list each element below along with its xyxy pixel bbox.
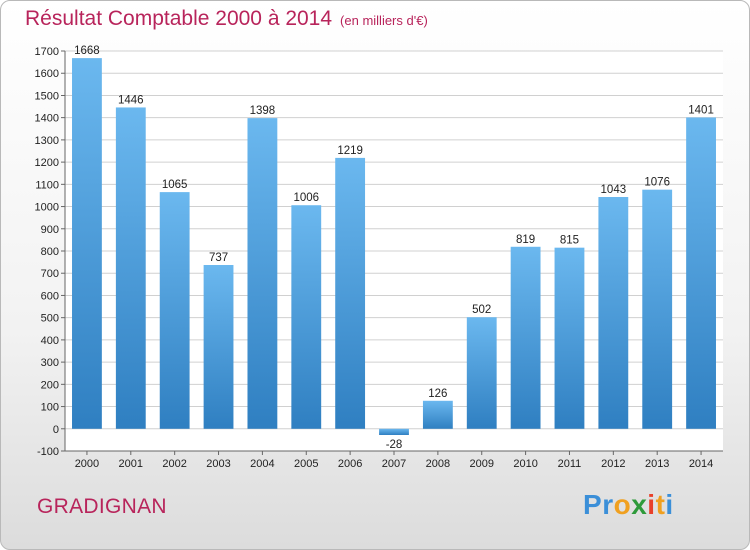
chart-title: Résultat Comptable 2000 à 2014 (en millie…	[25, 7, 428, 31]
data-label-2006: 1219	[337, 145, 363, 157]
data-label-2005: 1006	[293, 192, 319, 204]
y-tick-label: 400	[41, 335, 59, 347]
data-label-2014: 1401	[688, 104, 714, 116]
x-tick-label-2001: 2001	[119, 458, 143, 470]
data-label-2012: 1043	[601, 184, 627, 196]
data-label-2009: 502	[472, 304, 491, 316]
y-tick-label: 0	[53, 424, 59, 436]
proxiti-logo: Proxiti	[583, 489, 674, 521]
bar-2004	[247, 118, 278, 429]
bar-2011	[554, 247, 585, 429]
y-tick-label: -100	[37, 446, 59, 458]
bar-2010	[510, 246, 541, 429]
x-tick-label-2011: 2011	[558, 458, 582, 470]
y-tick-label: 200	[41, 379, 59, 391]
bar-2002	[159, 192, 190, 429]
logo-letter: r	[602, 489, 614, 520]
data-label-2011: 815	[560, 235, 579, 247]
data-label-2002: 1065	[162, 179, 188, 191]
data-label-2003: 737	[209, 252, 228, 264]
logo-letter: x	[631, 489, 648, 520]
data-label-2004: 1398	[250, 105, 276, 117]
x-tick-label-2003: 2003	[206, 458, 230, 470]
logo-letter: t	[655, 489, 666, 520]
data-label-2001: 1446	[118, 94, 144, 106]
y-tick-label: 600	[41, 290, 59, 302]
x-tick-label-2007: 2007	[382, 458, 406, 470]
x-tick-label-2005: 2005	[294, 458, 318, 470]
x-tick-label-2000: 2000	[75, 458, 99, 470]
bar-2001	[115, 107, 146, 429]
x-tick-label-2013: 2013	[645, 458, 669, 470]
y-tick-label: 800	[41, 246, 59, 258]
data-label-2000: 1668	[74, 45, 100, 57]
y-tick-label: 1700	[35, 46, 59, 58]
y-tick-label: 500	[41, 313, 59, 325]
bar-2014	[686, 117, 716, 429]
x-tick-label-2008: 2008	[426, 458, 450, 470]
data-label-2007: -28	[386, 439, 403, 451]
y-tick-label: 300	[41, 357, 59, 369]
x-tick-label-2002: 2002	[162, 458, 186, 470]
data-label-2008: 126	[428, 388, 447, 400]
chart-subtitle: (en milliers d'€)	[340, 13, 428, 28]
y-tick-label: 1300	[35, 135, 59, 147]
y-tick-label: 1500	[35, 90, 59, 102]
y-tick-label: 900	[41, 224, 59, 236]
x-tick-label-2004: 2004	[250, 458, 274, 470]
y-tick-label: 1400	[35, 113, 59, 125]
chart-title-text: Résultat Comptable 2000 à 2014	[25, 7, 333, 30]
town-name: GRADIGNAN	[37, 495, 167, 518]
bar-2009	[466, 317, 497, 429]
bar-2006	[335, 157, 366, 429]
bar-2000	[72, 58, 102, 429]
bar-2005	[291, 205, 322, 429]
x-tick-label-2006: 2006	[338, 458, 362, 470]
logo-letter: i	[647, 489, 656, 520]
bar-2008	[422, 400, 453, 429]
x-tick-label-2012: 2012	[601, 458, 625, 470]
logo-letter: P	[583, 489, 603, 520]
y-tick-label: 100	[41, 402, 59, 414]
bar-2013	[642, 189, 673, 429]
bar-2012	[598, 197, 629, 429]
x-tick-label-2014: 2014	[689, 458, 713, 470]
y-tick-label: 1100	[35, 179, 59, 191]
data-label-2010: 819	[516, 234, 535, 246]
logo-letter: i	[665, 489, 674, 520]
logo-letter: o	[613, 489, 632, 520]
y-tick-label: 1200	[35, 157, 59, 169]
data-label-2013: 1076	[644, 177, 670, 189]
y-tick-label: 1600	[35, 68, 59, 80]
bar-2007	[379, 428, 409, 435]
x-tick-label-2010: 2010	[513, 458, 537, 470]
x-tick-label-2009: 2009	[469, 458, 493, 470]
bar-2003	[203, 265, 234, 429]
y-tick-label: 1000	[35, 202, 59, 214]
y-tick-label: 700	[41, 268, 59, 280]
